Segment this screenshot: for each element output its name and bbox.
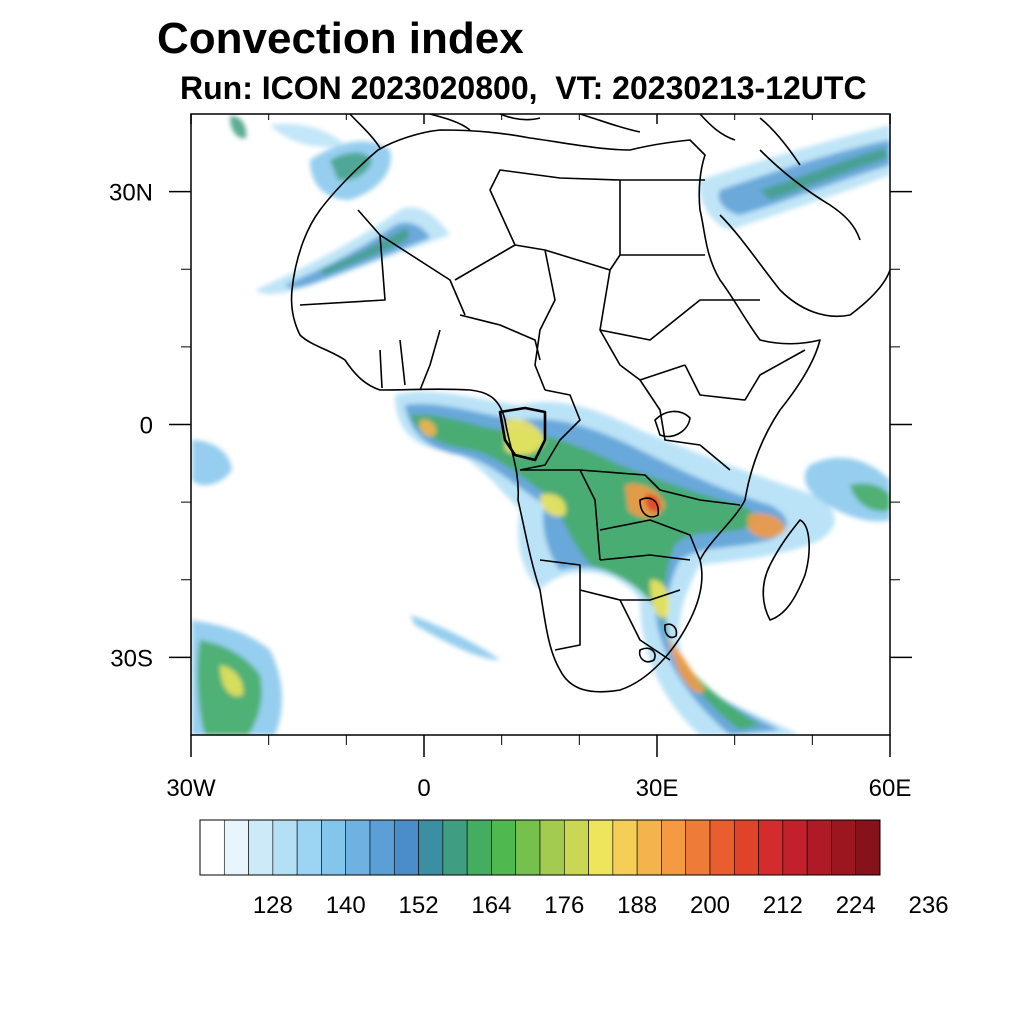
lat-tick-label: 0 [140,413,153,440]
colorbar-swatch [661,819,687,876]
field-hot-core-1 [505,418,545,456]
africa-coastline [290,129,821,693]
colorbar-swatch [296,819,322,876]
arabia-coastline [719,149,891,317]
colorbar-label: 212 [763,892,803,919]
colorbar-swatch [369,819,395,876]
field-middle-east-green [760,148,888,200]
colorbar-swatch [685,819,711,876]
colorbar-label: 128 [253,892,293,919]
field-north-atlantic-light [270,123,345,147]
internal-borders [299,169,806,661]
colorbar-label: 152 [399,892,439,919]
country-borders [290,113,891,693]
colorbar-swatch [272,819,298,876]
colorbar-swatch [418,819,444,876]
congo-border [498,406,547,462]
field-hot-core-7 [540,493,566,517]
field-hot-core-8 [419,419,437,437]
field-north-atlantic [230,115,247,139]
field-hot-core-5 [650,579,670,619]
colorbar-swatch [636,819,662,876]
field-hot-core-4 [748,513,785,539]
lake-outlines [638,410,691,663]
field-central-africa-mid [405,403,787,735]
colorbar-label: 176 [544,892,584,919]
convection-field [192,115,890,735]
colorbar-label: 188 [617,892,657,919]
lon-tick-label: 30E [636,775,679,802]
colorbar-swatch [442,819,468,876]
field-morocco-green [330,152,372,181]
colorbar-label: 200 [690,892,730,919]
colorbar: 128 140 152 164 176 188 200 212 224 236 [199,819,949,919]
madagascar-coastline [762,519,810,621]
colorbar-swatch [393,819,419,876]
colorbar-swatch [539,819,565,876]
lat-tick-label: 30N [109,180,153,207]
colorbar-label: 236 [909,892,949,919]
colorbar-swatch [855,819,881,876]
colorbar-swatch [466,819,492,876]
colorbar-swatch [758,819,784,876]
colorbar-swatch [563,819,589,876]
map-title: Convection index [157,14,524,63]
colorbar-swatch [806,819,832,876]
map-axes: 30W 0 30E 60E 30N 0 30S [109,114,912,802]
colorbar-swatch [733,819,759,876]
colorbar-frame [199,819,881,876]
colorbar-swatch [782,819,808,876]
colorbar-swatch [223,819,249,876]
colorbar-swatch [491,819,517,876]
colorbar-swatch [199,819,225,876]
colorbar-label: 224 [836,892,876,919]
colorbar-swatch [709,819,735,876]
lon-tick-label: 0 [417,775,430,802]
map-subtitle: Run: ICON 2023020800, VT: 20230213-12UTC [180,70,867,106]
field-southwest-atlantic-core [220,665,244,697]
colorbar-swatch [588,819,614,876]
colorbar-swatch [612,819,638,876]
europe-coastline [349,113,801,166]
field-hot-core-6 [668,640,705,694]
colorbar-label: 140 [326,892,366,919]
colorbar-swatch [248,819,274,876]
lon-tick-label: 30W [166,775,216,802]
lon-tick-label: 60E [869,775,912,802]
colorbar-swatch [321,819,347,876]
field-south-atlantic-streak [410,615,500,660]
colorbar-swatch [831,819,857,876]
colorbar-label: 164 [471,892,511,919]
colorbar-swatch [515,819,541,876]
field-sahara-band-light [255,207,450,295]
field-equatorial-atlantic [192,440,232,486]
colorbar-swatch [345,819,371,876]
field-indian-ocean-green [850,483,890,512]
lat-tick-label: 30S [110,645,153,672]
